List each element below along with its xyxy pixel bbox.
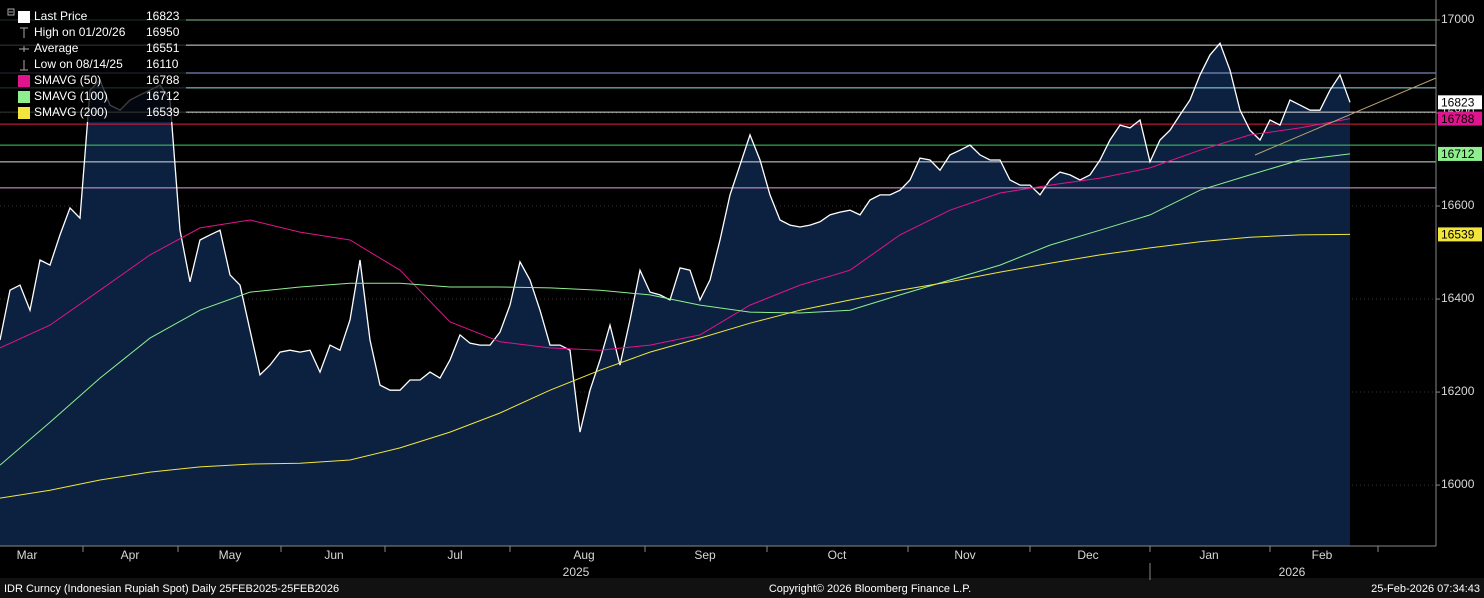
last-value-label: 16823	[1441, 95, 1475, 109]
x-month-label: Jan	[1199, 548, 1218, 562]
last-value-box	[1438, 227, 1482, 242]
legend-value: 16551	[146, 41, 180, 55]
legend-swatch	[18, 75, 30, 87]
footer-center: Copyright© 2026 Bloomberg Finance L.P.	[769, 583, 971, 595]
last-value-label: 16539	[1441, 228, 1475, 242]
last-value-label: 16788	[1441, 112, 1475, 126]
price-area	[0, 43, 1350, 547]
legend-value: 16712	[146, 89, 180, 103]
legend-value: 16788	[146, 73, 180, 87]
last-value-box	[1438, 95, 1482, 110]
legend-value: 16823	[146, 9, 180, 23]
y-tick-label: 16600	[1441, 198, 1475, 212]
x-month-label: Dec	[1077, 548, 1098, 562]
legend-label: Low on 08/14/25	[34, 57, 123, 71]
y-tick-label: 16000	[1441, 477, 1475, 491]
legend-glyph	[20, 60, 28, 71]
x-year-label: 2025	[563, 565, 590, 579]
y-tick-label: 16200	[1441, 384, 1475, 398]
moving-average-line	[0, 118, 1351, 351]
x-month-label: Jun	[324, 548, 343, 562]
legend: Last Price 16823 High on 01/20/26 16950 Aver…	[0, 0, 186, 122]
footer-bar	[0, 578, 1484, 598]
legend-swatch	[18, 107, 30, 119]
x-month-label: Jul	[447, 548, 462, 562]
legend-label: Average	[34, 41, 79, 55]
x-year-label: 2026	[1279, 565, 1306, 579]
legend-collapse	[7, 8, 15, 16]
moving-average-line	[0, 233, 1351, 499]
legend-value: 16950	[146, 25, 180, 39]
x-month-label: Feb	[1312, 548, 1333, 562]
footer-right: 25-Feb-2026 07:34:43	[1371, 583, 1480, 595]
legend-box	[0, 0, 186, 122]
legend-label: High on 01/20/26	[34, 25, 126, 39]
x-month-label: Nov	[954, 548, 975, 562]
legend-swatch	[18, 11, 30, 23]
trend-line	[1254, 77, 1437, 156]
legend-label: SMAVG (200)	[34, 105, 108, 119]
x-month-label: Oct	[828, 548, 847, 562]
legend-glyph	[19, 46, 29, 52]
x-month-label: May	[219, 548, 242, 562]
legend-value: 16539	[146, 105, 180, 119]
legend-label: SMAVG (50)	[34, 73, 101, 87]
x-month-label: Aug	[573, 548, 594, 562]
legend-value: 16110	[146, 57, 179, 71]
y-tick-label: 17000	[1441, 12, 1475, 26]
y-tick-label: 16400	[1441, 291, 1475, 305]
legend-label: SMAVG (100)	[34, 89, 108, 103]
x-month-label: Apr	[121, 548, 140, 562]
x-month-label: Sep	[694, 548, 716, 562]
x-month-label: Mar	[17, 548, 38, 562]
legend-swatch	[18, 91, 30, 103]
last-value-label: 16712	[1441, 147, 1475, 161]
legend-glyph	[20, 27, 28, 38]
moving-average-line	[0, 153, 1351, 466]
footer-left: IDR Curncy (Indonesian Rupiah Spot) Dail…	[4, 583, 339, 595]
last-value-box	[1438, 146, 1482, 161]
legend-label: Last Price	[34, 9, 88, 23]
last-value-box	[1438, 111, 1482, 126]
price-line	[0, 42, 1351, 433]
plot-area	[0, 19, 1436, 547]
